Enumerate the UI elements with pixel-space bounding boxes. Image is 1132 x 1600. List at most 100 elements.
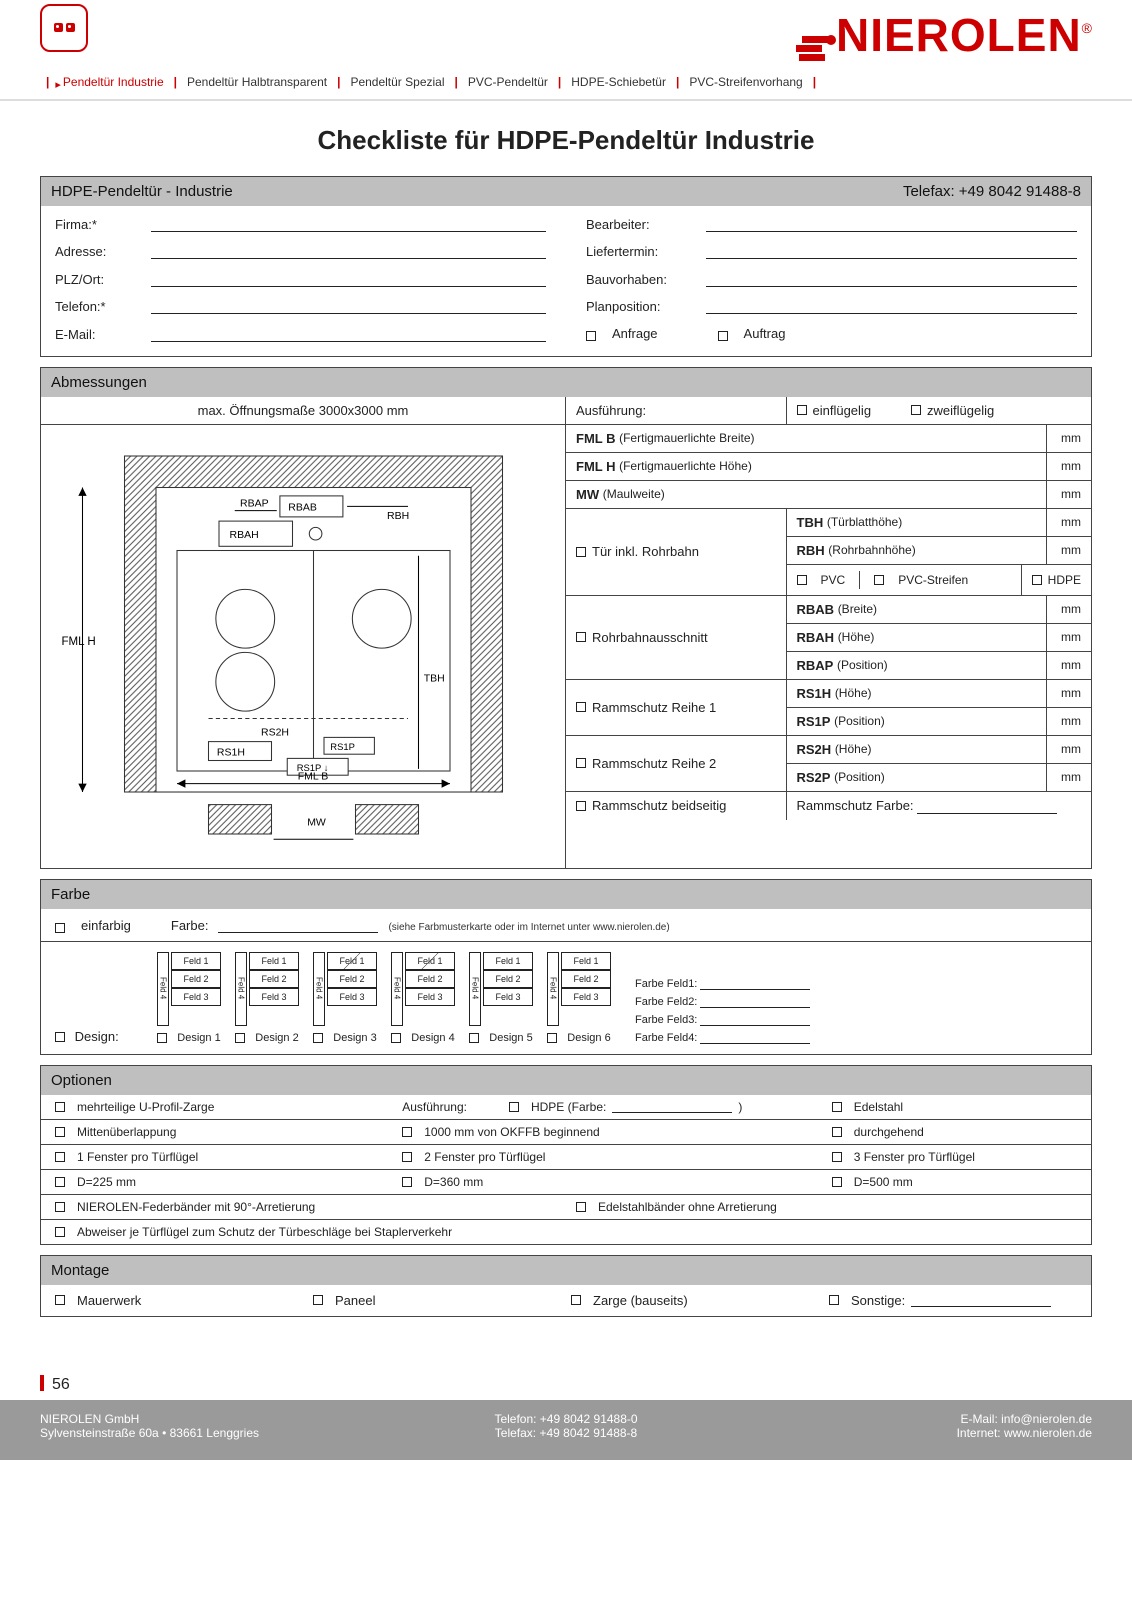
input-farbefeld3[interactable] bbox=[700, 1015, 810, 1026]
lbl-rs2p: RS2P bbox=[797, 770, 831, 785]
input-farbefeld4[interactable] bbox=[700, 1033, 810, 1044]
cb-mauerwerk[interactable] bbox=[55, 1295, 65, 1305]
cb-opt2a[interactable] bbox=[55, 1127, 65, 1137]
desc-fmlb: (Fertigmauerlichte Breite) bbox=[619, 431, 754, 445]
input-farbefeld1[interactable] bbox=[700, 979, 810, 990]
checkbox-rohrbahn[interactable] bbox=[576, 632, 586, 642]
design-feld3: Feld 3 bbox=[249, 988, 299, 1006]
desc-fmlh: (Fertigmauerlichte Höhe) bbox=[619, 459, 752, 473]
design-feld1: Feld 1 bbox=[561, 952, 611, 970]
cb-paneel[interactable] bbox=[313, 1295, 323, 1305]
checkbox-design-3[interactable] bbox=[313, 1033, 323, 1043]
cb-opt3a[interactable] bbox=[55, 1152, 65, 1162]
input-firma[interactable] bbox=[151, 216, 546, 232]
input-opt1c[interactable] bbox=[612, 1101, 732, 1113]
checkbox-einfarbig[interactable] bbox=[55, 923, 65, 933]
mm-rs1h: mm bbox=[1047, 680, 1091, 707]
checkbox-design-1[interactable] bbox=[157, 1033, 167, 1043]
checkbox-design-4[interactable] bbox=[391, 1033, 401, 1043]
tab-pvc-streifenvorhang[interactable]: PVC-Streifenvorhang bbox=[685, 75, 806, 89]
lbl-rbah: RBAH bbox=[797, 630, 835, 645]
checkbox-hdpe[interactable] bbox=[1032, 575, 1042, 585]
input-telefon[interactable] bbox=[151, 299, 546, 315]
mm-rs2p: mm bbox=[1047, 764, 1091, 791]
cb-zarge[interactable] bbox=[571, 1295, 581, 1305]
checkbox-tuerinkl[interactable] bbox=[576, 547, 586, 557]
checkbox-anfrage[interactable] bbox=[586, 331, 596, 341]
cb-sonstige[interactable] bbox=[829, 1295, 839, 1305]
checkbox-ramm1[interactable] bbox=[576, 702, 586, 712]
desc-rs2p: (Position) bbox=[834, 770, 885, 784]
checkbox-design-5[interactable] bbox=[469, 1033, 479, 1043]
mm-tbh: mm bbox=[1047, 509, 1091, 536]
checkbox-ramm2[interactable] bbox=[576, 758, 586, 768]
desc-rs1h: (Höhe) bbox=[835, 686, 872, 700]
input-plzort[interactable] bbox=[151, 271, 546, 287]
design-feld3: Feld 3 bbox=[327, 988, 377, 1006]
checkbox-design[interactable] bbox=[55, 1032, 65, 1042]
lbl-farbefeld2: Farbe Feld2: bbox=[635, 996, 697, 1008]
checkbox-zweifluegelig[interactable] bbox=[911, 405, 921, 415]
opt3b: 2 Fenster pro Türflügel bbox=[424, 1150, 545, 1164]
input-adresse[interactable] bbox=[151, 244, 546, 260]
checkbox-design-6[interactable] bbox=[547, 1033, 557, 1043]
tab-sep: | bbox=[40, 75, 55, 89]
tab-halbtransparent[interactable]: Pendeltür Halbtransparent bbox=[183, 75, 331, 89]
cb-opt2b[interactable] bbox=[402, 1127, 412, 1137]
label-design-5: Design 5 bbox=[489, 1032, 532, 1044]
cb-opt1c[interactable] bbox=[509, 1102, 519, 1112]
design-feld3: Feld 3 bbox=[171, 988, 221, 1006]
design-feld1: Feld 1 bbox=[405, 952, 455, 970]
mm-rs2h: mm bbox=[1047, 736, 1091, 763]
cb-opt2c[interactable] bbox=[832, 1127, 842, 1137]
panel-abmessungen: Abmessungen max. Öffnungsmaße 3000x3000 … bbox=[40, 367, 1092, 869]
cb-opt5b[interactable] bbox=[576, 1202, 586, 1212]
tab-spezial[interactable]: Pendeltür Spezial bbox=[346, 75, 448, 89]
label-design-6: Design 6 bbox=[567, 1032, 610, 1044]
checkbox-rammbeid[interactable] bbox=[576, 801, 586, 811]
opt4b: D=360 mm bbox=[424, 1175, 483, 1189]
checkbox-pvc[interactable] bbox=[797, 575, 807, 585]
cb-opt1a[interactable] bbox=[55, 1102, 65, 1112]
input-liefertermin[interactable] bbox=[706, 244, 1077, 260]
tab-hdpe-schiebetuer[interactable]: HDPE-Schiebetür bbox=[567, 75, 670, 89]
svg-text:RBAP: RBAP bbox=[240, 497, 269, 509]
input-rammfarbe[interactable] bbox=[917, 798, 1057, 814]
opt1c: HDPE (Farbe: bbox=[531, 1100, 606, 1114]
cb-opt5a[interactable] bbox=[55, 1202, 65, 1212]
cb-opt4c[interactable] bbox=[832, 1177, 842, 1187]
design-side-feld4: Feld 4 bbox=[469, 952, 481, 1026]
mm-rbah: mm bbox=[1047, 624, 1091, 651]
input-sonstige[interactable] bbox=[911, 1294, 1051, 1307]
cb-opt4b[interactable] bbox=[402, 1177, 412, 1187]
input-farbefeld2[interactable] bbox=[700, 997, 810, 1008]
checkbox-pvc-streifen[interactable] bbox=[874, 575, 884, 585]
input-bauvorhaben[interactable] bbox=[706, 271, 1077, 287]
checkbox-einfluegelig[interactable] bbox=[797, 405, 807, 415]
input-farbe[interactable] bbox=[218, 917, 378, 933]
input-bearbeiter[interactable] bbox=[706, 216, 1077, 232]
opt1d: Edelstahl bbox=[854, 1100, 903, 1114]
input-planposition[interactable] bbox=[706, 299, 1077, 315]
design-feld3: Feld 3 bbox=[561, 988, 611, 1006]
input-email[interactable] bbox=[151, 326, 546, 342]
lbl-zarge: Zarge (bauseits) bbox=[593, 1293, 688, 1308]
lbl-rs1h: RS1H bbox=[797, 686, 832, 701]
lbl-mauerwerk: Mauerwerk bbox=[77, 1293, 141, 1308]
checkbox-design-2[interactable] bbox=[235, 1033, 245, 1043]
label-telefon: Telefon:* bbox=[55, 299, 141, 314]
desc-rs1p: (Position) bbox=[834, 714, 885, 728]
cb-opt3b[interactable] bbox=[402, 1152, 412, 1162]
cb-opt1d[interactable] bbox=[832, 1102, 842, 1112]
abm-left-caption: max. Öffnungsmaße 3000x3000 mm bbox=[41, 397, 565, 425]
cb-opt4a[interactable] bbox=[55, 1177, 65, 1187]
label-design-4: Design 4 bbox=[411, 1032, 454, 1044]
label-einfluegelig: einflügelig bbox=[813, 403, 872, 418]
mm-rbh: mm bbox=[1047, 537, 1091, 564]
tab-industrie[interactable]: Pendeltür Industrie bbox=[59, 75, 168, 89]
checkbox-auftrag[interactable] bbox=[718, 331, 728, 341]
cb-opt6a[interactable] bbox=[55, 1227, 65, 1237]
tab-pvc-pendeltuer[interactable]: PVC-Pendeltür bbox=[464, 75, 552, 89]
brand: NIEROLEN ® bbox=[796, 8, 1092, 69]
cb-opt3c[interactable] bbox=[832, 1152, 842, 1162]
